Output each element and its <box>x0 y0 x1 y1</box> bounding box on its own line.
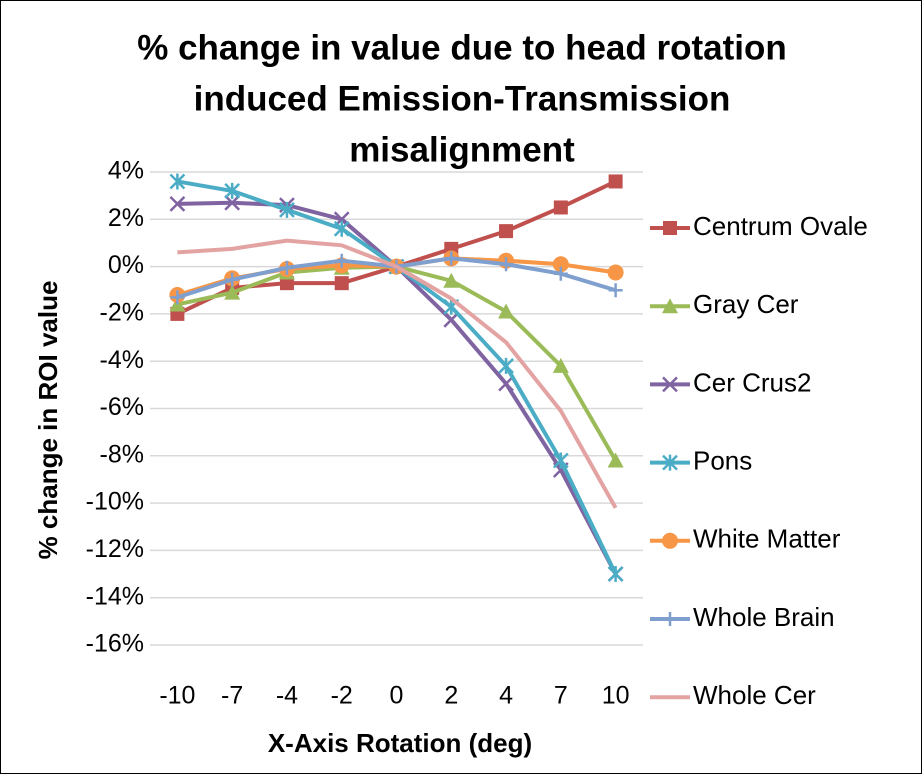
legend-label: Centrum Ovale <box>693 211 868 241</box>
x-tick-label: -10 <box>159 682 195 710</box>
legend-label: White Matter <box>693 524 841 554</box>
legend-label: Pons <box>693 445 752 475</box>
data-point <box>169 173 186 190</box>
data-point <box>552 452 569 469</box>
data-point <box>498 375 514 392</box>
y-tick-label: -8% <box>100 440 144 468</box>
legend-label: Gray Cer <box>693 289 799 319</box>
y-axis-title: % change in ROI value <box>33 281 63 560</box>
data-point <box>444 251 459 266</box>
data-point <box>334 253 349 268</box>
data-point <box>340 243 344 247</box>
data-point <box>504 340 508 344</box>
y-tick-label: -16% <box>86 630 144 658</box>
data-point <box>607 264 624 281</box>
x-tick-label: 0 <box>390 682 404 710</box>
x-tick-label: 10 <box>602 682 630 710</box>
x-tick-label: 7 <box>554 682 568 710</box>
data-point <box>608 174 623 189</box>
legend-marker <box>662 532 678 549</box>
data-point <box>175 250 179 254</box>
data-point <box>170 290 185 305</box>
data-point <box>499 224 514 239</box>
data-point <box>499 257 514 272</box>
data-point <box>449 297 453 301</box>
data-point <box>225 272 240 287</box>
x-tick-label: -2 <box>331 682 353 710</box>
data-point <box>607 566 624 583</box>
legend-marker <box>663 221 677 235</box>
y-tick-label: 4% <box>108 157 144 185</box>
data-point <box>552 357 569 373</box>
data-point <box>333 220 350 237</box>
legend-label: Whole Cer <box>693 680 816 710</box>
y-tick-label: -4% <box>100 346 144 374</box>
data-point <box>614 506 618 510</box>
chart-title: induced Emission-Transmission <box>194 79 731 118</box>
data-point <box>279 276 294 291</box>
data-point <box>224 284 241 300</box>
y-tick-label: -14% <box>86 582 144 610</box>
y-tick-label: -12% <box>86 535 144 563</box>
data-point <box>224 182 241 199</box>
x-axis-title: X-Axis Rotation (deg) <box>268 728 532 758</box>
data-point <box>498 303 515 319</box>
legend-marker <box>662 454 678 471</box>
y-tick-label: 0% <box>108 251 144 279</box>
data-point <box>285 239 289 243</box>
data-point <box>443 272 460 288</box>
y-tick-label: 2% <box>108 204 144 232</box>
legend-marker <box>663 612 677 626</box>
y-tick-label: -6% <box>100 393 144 421</box>
data-point <box>553 266 568 281</box>
data-point <box>224 194 241 211</box>
data-point <box>230 247 234 251</box>
data-point <box>498 357 514 374</box>
data-point <box>607 452 624 468</box>
legend-marker <box>662 298 678 314</box>
data-point <box>443 311 460 328</box>
data-point <box>169 196 186 212</box>
data-point <box>279 201 295 218</box>
legend-marker <box>662 376 678 393</box>
series-line <box>177 238 618 509</box>
data-point <box>334 276 349 291</box>
data-point <box>553 200 568 215</box>
legend-label: Whole Brain <box>693 602 835 632</box>
data-point <box>559 409 563 413</box>
x-tick-label: 2 <box>444 682 458 710</box>
chart-title: misalignment <box>349 130 575 169</box>
legend-label: Cer Crus2 <box>693 367 811 397</box>
data-point <box>279 260 294 275</box>
chart-title: % change in value due to head rotation <box>137 28 787 67</box>
data-point <box>608 283 623 298</box>
x-tick-label: -4 <box>276 682 298 710</box>
x-tick-label: 4 <box>499 682 513 710</box>
legend-marker <box>668 695 672 699</box>
y-tick-label: -10% <box>86 488 144 516</box>
x-tick-label: -7 <box>221 682 243 710</box>
data-point <box>552 256 569 273</box>
data-point <box>395 265 399 269</box>
y-tick-label: -2% <box>100 299 144 327</box>
